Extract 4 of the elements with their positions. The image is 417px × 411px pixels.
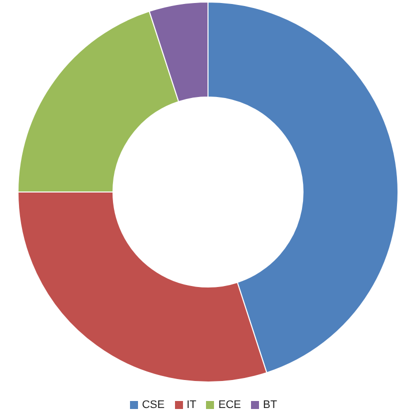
legend-label: BT	[262, 399, 278, 411]
legend-label: CSE	[142, 399, 165, 411]
legend-label: ECE	[218, 399, 241, 411]
legend-label: IT	[186, 399, 196, 411]
